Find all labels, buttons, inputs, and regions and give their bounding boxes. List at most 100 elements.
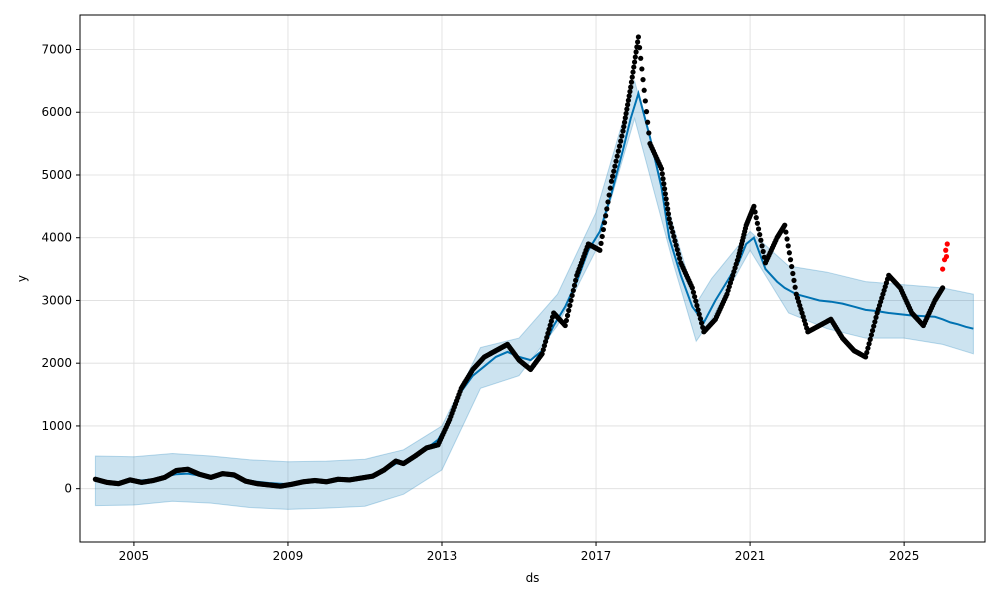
x-tick-label: 2013 — [427, 549, 458, 563]
observed-point — [611, 168, 617, 174]
observed-point — [863, 354, 869, 360]
observed-point — [698, 320, 705, 326]
observed-point — [790, 270, 796, 277]
observed-point — [629, 74, 635, 80]
observed-point — [639, 66, 645, 72]
uncertainty-band — [94, 79, 974, 510]
observed-point — [664, 201, 670, 207]
observed-point — [615, 148, 621, 154]
observed-point — [690, 289, 697, 295]
y-tick-label: 3000 — [41, 293, 72, 307]
x-tick-label: 2025 — [889, 549, 920, 563]
x-tick-label: 2017 — [581, 549, 612, 563]
observed-point — [672, 238, 678, 244]
observed-point — [782, 222, 788, 228]
observed-point — [608, 178, 615, 184]
observed-point — [783, 229, 789, 235]
observed-point — [786, 250, 792, 256]
observed-point — [626, 93, 632, 99]
observed-point — [696, 311, 702, 317]
observed-point — [605, 199, 611, 205]
x-tick-label: 2009 — [273, 549, 304, 563]
observed-point — [570, 287, 576, 294]
observed-point — [677, 255, 683, 262]
observed-point — [607, 185, 613, 191]
observed-point — [784, 236, 790, 242]
grid — [80, 15, 985, 542]
observed-point — [546, 326, 552, 332]
observed-point — [689, 285, 695, 291]
observed-point — [671, 233, 677, 240]
observed-point — [619, 133, 625, 139]
x-tick-label: 2005 — [119, 549, 150, 563]
observed-point — [792, 284, 798, 290]
observed-point — [670, 229, 676, 235]
recent-observed-point — [944, 241, 950, 247]
observed-point — [659, 171, 665, 177]
x-tick-label: 2021 — [735, 549, 766, 563]
observed-point — [667, 220, 673, 226]
observed-point — [645, 119, 651, 125]
observed-point — [633, 49, 639, 55]
y-tick-label: 5000 — [41, 168, 72, 182]
observed-point — [618, 138, 624, 144]
observed-point — [568, 297, 574, 304]
observed-point — [697, 316, 704, 322]
observed-point — [660, 176, 666, 182]
observed-point — [873, 314, 879, 320]
observed-point — [643, 109, 650, 115]
y-tick-label: 6000 — [41, 105, 72, 119]
observed-point — [661, 181, 667, 187]
y-tick-label: 4000 — [41, 231, 72, 245]
observed-point — [564, 312, 571, 319]
observed-point — [604, 206, 610, 212]
observed-point — [662, 191, 668, 197]
observed-point — [642, 98, 648, 104]
observed-point — [630, 69, 636, 75]
recent-observed-point — [943, 247, 949, 253]
observed-point — [563, 317, 569, 324]
observed-point — [661, 186, 668, 192]
observed-point — [548, 318, 554, 324]
uncertainty-band-layer — [94, 79, 974, 510]
y-tick-label: 0 — [64, 482, 72, 496]
y-tick-label: 1000 — [41, 419, 72, 433]
observed-point — [599, 233, 605, 240]
observed-point — [624, 106, 630, 112]
observed-point — [600, 226, 606, 233]
observed-point — [540, 347, 546, 353]
recent-observed-point — [943, 253, 950, 260]
observed-point — [621, 119, 628, 125]
observed-point — [544, 334, 550, 341]
observed-point — [620, 128, 626, 134]
observed-point — [759, 243, 765, 249]
observed-point — [865, 345, 871, 351]
observed-point — [598, 240, 604, 246]
observed-point — [640, 77, 646, 83]
observed-point — [758, 237, 764, 243]
y-axis: 0 1000 2000 3000 4000 5000 6000 7000 — [41, 43, 80, 496]
observed-point — [597, 247, 603, 253]
observed-point — [753, 215, 759, 221]
observed-point — [547, 322, 553, 328]
recent-observed-point — [940, 266, 946, 272]
observed-point — [872, 319, 878, 325]
observed-point — [674, 247, 680, 253]
observed-point — [601, 220, 608, 226]
observed-point — [545, 330, 551, 336]
observed-point — [628, 79, 635, 85]
observed-point — [755, 226, 762, 232]
observed-point — [635, 39, 641, 45]
observed-point — [625, 97, 631, 103]
observed-point — [569, 292, 575, 299]
observed-point — [616, 143, 623, 149]
observed-point — [631, 59, 638, 65]
observed-point — [573, 277, 579, 283]
observed-point — [641, 87, 647, 93]
observed-point — [693, 298, 699, 304]
observed-point — [866, 341, 872, 347]
observed-point — [787, 257, 794, 263]
x-axis-label: ds — [526, 571, 540, 585]
observed-point — [621, 124, 627, 130]
